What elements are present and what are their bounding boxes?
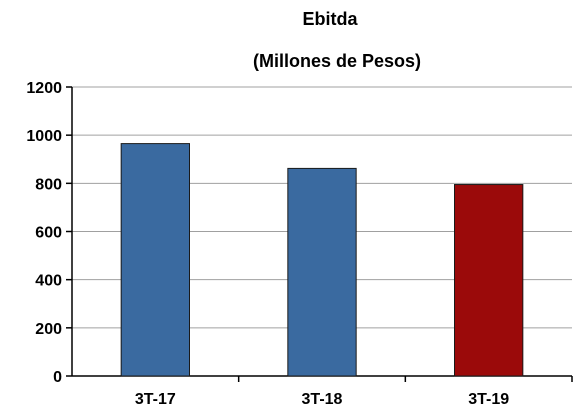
y-tick-label: 800: [35, 176, 62, 193]
bar-3T-17: [120, 143, 190, 377]
bars: [120, 143, 524, 377]
x-tick-label: 3T-18: [302, 391, 343, 408]
x-tick-label: 3T-17: [135, 391, 176, 408]
bar-3T-18: [287, 167, 357, 377]
axis-labels: 0 200 400 600 800 1000 1200 3T-17 3T-18 3T-19: [26, 80, 509, 408]
y-tick-label: 200: [35, 321, 62, 338]
y-tick-label: 1200: [26, 80, 62, 97]
y-tick-label: 400: [35, 273, 62, 290]
chart-subtitle: (Millones de Pesos): [253, 51, 421, 71]
x-tick-label: 3T-19: [468, 391, 509, 408]
y-tick-label: 0: [53, 369, 62, 386]
y-tick-label: 600: [35, 225, 62, 242]
chart-title: Ebitda: [302, 9, 358, 29]
bar-3T-19: [454, 184, 524, 377]
y-tick-label: 1000: [26, 128, 62, 145]
